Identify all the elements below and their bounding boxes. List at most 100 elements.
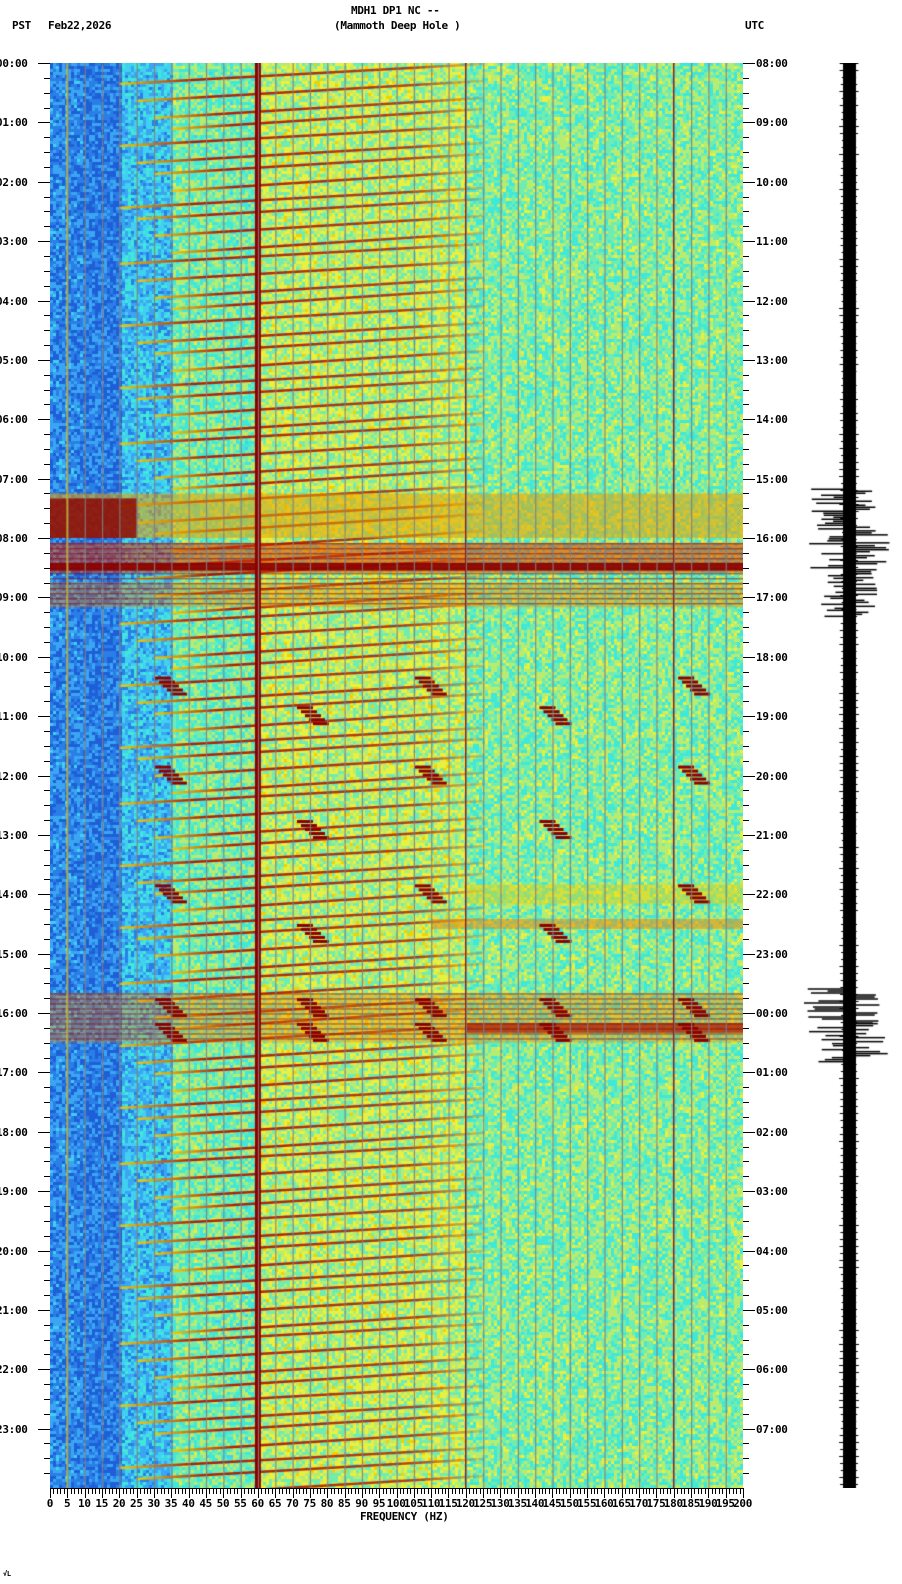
left-timezone-label: PST [12,19,31,32]
x-tick-label: 165 [611,1497,631,1510]
x-tick [673,1488,675,1498]
x-tick [237,1488,239,1494]
station-title: MDH1 DP1 NC -- [351,4,440,17]
x-tick-label: 185 [681,1497,701,1510]
x-tick [524,1488,526,1494]
x-tick [337,1488,339,1494]
x-tick [559,1488,561,1494]
x-tick [427,1488,429,1494]
x-tick [538,1488,540,1494]
y-tick-label-left: 14:00 [0,888,28,902]
y-tick-left [44,463,50,465]
x-tick [472,1488,474,1494]
y-tick-right [743,894,755,896]
y-tick-right [743,330,749,332]
x-tick [555,1488,557,1494]
y-tick-left [38,656,50,658]
x-tick-label: 70 [285,1497,299,1510]
y-tick-left [44,166,50,168]
x-tick-label: 65 [268,1497,282,1510]
y-tick-right [743,834,755,836]
y-tick-right [743,508,749,510]
x-tick [195,1488,197,1494]
x-tick [306,1488,308,1494]
y-tick-right [743,478,755,480]
y-tick-left [44,1280,50,1282]
y-tick-label-right: 14:00 [756,413,788,427]
y-tick-right [743,1265,749,1267]
y-tick-right [743,1205,749,1207]
x-tick-label: 150 [559,1497,579,1510]
x-tick-label: 20 [112,1497,126,1510]
x-axis-line [50,1488,743,1489]
x-tick [375,1488,377,1494]
x-tick-label: 90 [355,1497,368,1510]
y-tick-right [743,538,755,539]
x-tick [101,1488,103,1498]
x-tick [150,1488,152,1494]
y-tick-right [743,1309,755,1311]
x-tick [53,1488,55,1494]
y-tick-left [44,137,50,139]
x-tick [403,1488,405,1494]
y-tick-right [743,1413,749,1415]
y-tick-left [44,730,50,732]
x-tick [666,1488,668,1494]
x-tick [63,1488,65,1494]
x-tick [739,1488,741,1494]
x-tick [431,1488,433,1498]
x-tick [573,1488,575,1494]
y-tick-label-right: 07:00 [756,1422,788,1436]
x-tick [108,1488,110,1494]
x-tick [729,1488,731,1494]
y-tick-right [743,923,749,925]
x-tick [663,1488,665,1494]
y-tick-left [44,686,50,688]
x-tick [552,1488,554,1498]
x-tick [289,1488,291,1494]
x-tick [635,1488,637,1494]
y-tick-right [743,612,749,614]
y-tick-right [743,181,755,183]
x-tick [510,1488,512,1494]
x-tick [105,1488,107,1494]
y-tick-left [44,671,50,673]
y-tick-left [38,953,50,955]
y-tick-right [743,1280,749,1282]
x-tick [91,1488,93,1494]
y-tick-label-right: 17:00 [756,591,788,605]
y-tick-right [743,597,755,599]
y-tick-label-left: 18:00 [0,1125,28,1139]
y-tick-left [44,582,50,584]
y-tick-left [44,226,50,228]
x-tick [386,1488,388,1494]
y-tick-label-right: 10:00 [756,175,788,189]
y-tick-left [44,805,50,807]
x-tick [379,1488,381,1498]
y-tick-left [44,77,50,79]
y-tick-right [743,211,749,213]
spectrogram-plot [50,63,743,1488]
y-tick-right [743,760,749,762]
y-tick-left [44,612,50,614]
y-tick-label-left: 09:00 [0,591,28,605]
y-tick-label-left: 00:00 [0,57,28,70]
x-tick [704,1488,706,1494]
y-tick-left [44,641,50,643]
x-tick [441,1488,443,1494]
y-tick-left [38,1131,50,1133]
y-tick-left [38,1428,50,1430]
x-tick-label: 55 [233,1497,247,1510]
y-tick-right [743,790,749,792]
y-tick-label-left: 10:00 [0,650,28,664]
x-tick [597,1488,599,1494]
station-subtitle: (Mammoth Deep Hole ) [334,19,461,32]
x-tick-label: 15 [95,1497,109,1510]
x-tick-label: 130 [490,1497,510,1510]
x-tick-label: 25 [130,1497,143,1510]
y-tick-left [44,1146,50,1148]
x-tick [545,1488,547,1494]
x-tick [74,1488,76,1494]
x-tick [185,1488,187,1494]
x-tick [399,1488,401,1494]
